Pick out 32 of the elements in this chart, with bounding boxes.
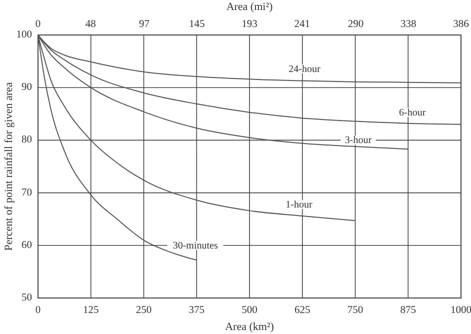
x-tick-label: 250 [136,305,152,316]
y-tick-label: 90 [22,82,32,94]
series-label: 3-hour [344,134,372,146]
series-label: 6-hour [399,106,426,118]
x2-axis-title: Area (mi²) [226,1,274,13]
x-tick-label: 0 [35,305,41,316]
series-label: 30-minutes [172,240,218,251]
x2-tick-label: 338 [400,19,416,30]
x-tick-label: 500 [242,305,258,316]
x2-tick-label: 241 [294,19,310,30]
x-tick-label: 375 [188,305,204,316]
x-tick-label: 625 [294,305,310,316]
x2-tick-label: 0 [35,19,41,30]
x2-tick-label: 193 [242,19,258,30]
x2-tick-label: 386 [453,19,469,30]
x-tick-label: 125 [83,305,99,316]
x-tick-label: 750 [347,305,364,316]
series-label: 24-hour [288,63,321,74]
x2-tick-label: 145 [189,19,205,30]
x2-tick-label: 97 [139,19,150,30]
y-tick-label: 100 [16,30,32,40]
x2-tick-label: 290 [348,19,364,30]
x-axis-title: Area (km²) [225,321,274,333]
y-tick-label: 80 [22,134,32,146]
y-tick-label: 50 [22,292,32,304]
y-axis-title: Percent of point rainfall for given area [3,82,15,251]
y-tick-label: 70 [22,187,32,198]
x2-tick-label: 48 [85,19,96,30]
x-tick-label: 875 [400,305,416,316]
series-label: 1-hour [286,199,313,210]
x-tick-label: 1000 [450,305,471,316]
y-tick-label: 60 [22,240,32,251]
